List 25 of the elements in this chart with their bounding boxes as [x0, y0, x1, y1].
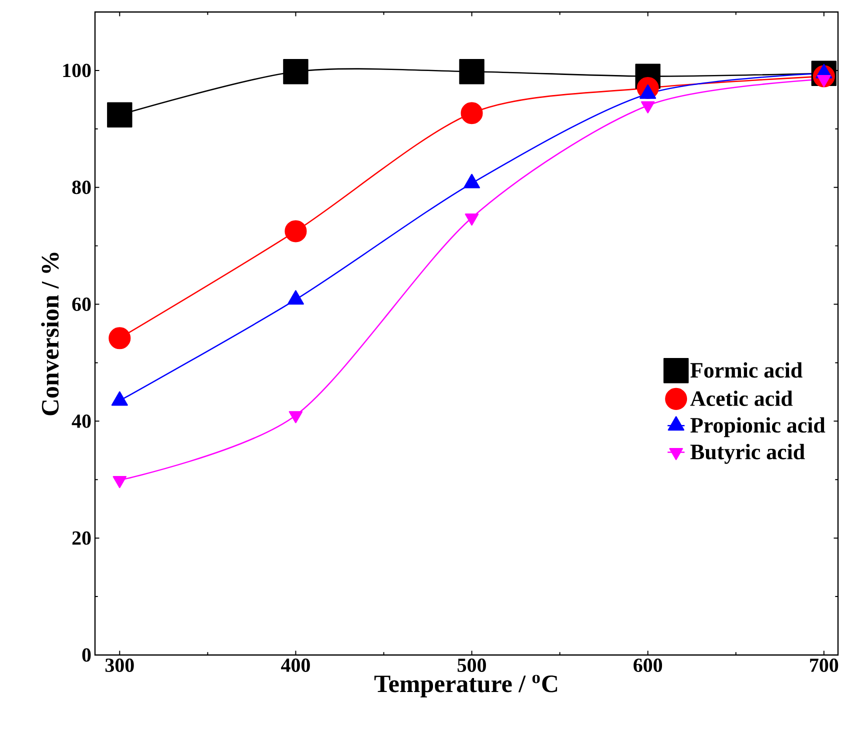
- y-tick-label: 0: [82, 648, 91, 662]
- point: [284, 220, 307, 242]
- point: [460, 102, 483, 124]
- y-axis-title: Conversion / %: [41, 252, 59, 416]
- y-tick-label: 40: [72, 414, 91, 428]
- legend-label: Formic acid: [690, 362, 802, 378]
- x-tick-label: 600: [634, 658, 662, 672]
- point: [112, 476, 127, 488]
- y-tick-label: 80: [72, 180, 91, 194]
- x-tick-label: 500: [458, 658, 486, 672]
- point: [283, 59, 308, 84]
- point: [288, 411, 303, 424]
- x-tick-label: 700: [810, 658, 838, 672]
- point: [459, 59, 484, 84]
- legend-label: Propionic acid: [690, 417, 826, 438]
- x-axis-title: Temperature / $^{o}$C: [374, 674, 558, 698]
- x-tick-label: 300: [105, 658, 134, 672]
- point: [108, 327, 131, 350]
- y-tick-label: 100: [63, 64, 91, 78]
- point: [107, 102, 132, 128]
- y-tick-label: 20: [72, 531, 91, 545]
- x-tick-label: 400: [281, 658, 310, 672]
- y-tick-label: 60: [72, 298, 91, 311]
- legend-label: Acetic acid: [690, 390, 793, 406]
- legend-label: Butyric acid: [690, 444, 805, 464]
